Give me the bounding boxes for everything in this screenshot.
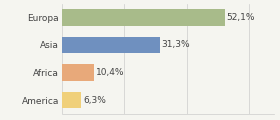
Bar [62,64,94,81]
Text: 10,4%: 10,4% [96,68,124,77]
Text: 6,3%: 6,3% [83,96,106,105]
Bar [62,9,225,26]
Bar [62,37,160,53]
Text: 31,3%: 31,3% [161,41,190,49]
Bar [62,92,81,108]
Text: 52,1%: 52,1% [226,13,255,22]
